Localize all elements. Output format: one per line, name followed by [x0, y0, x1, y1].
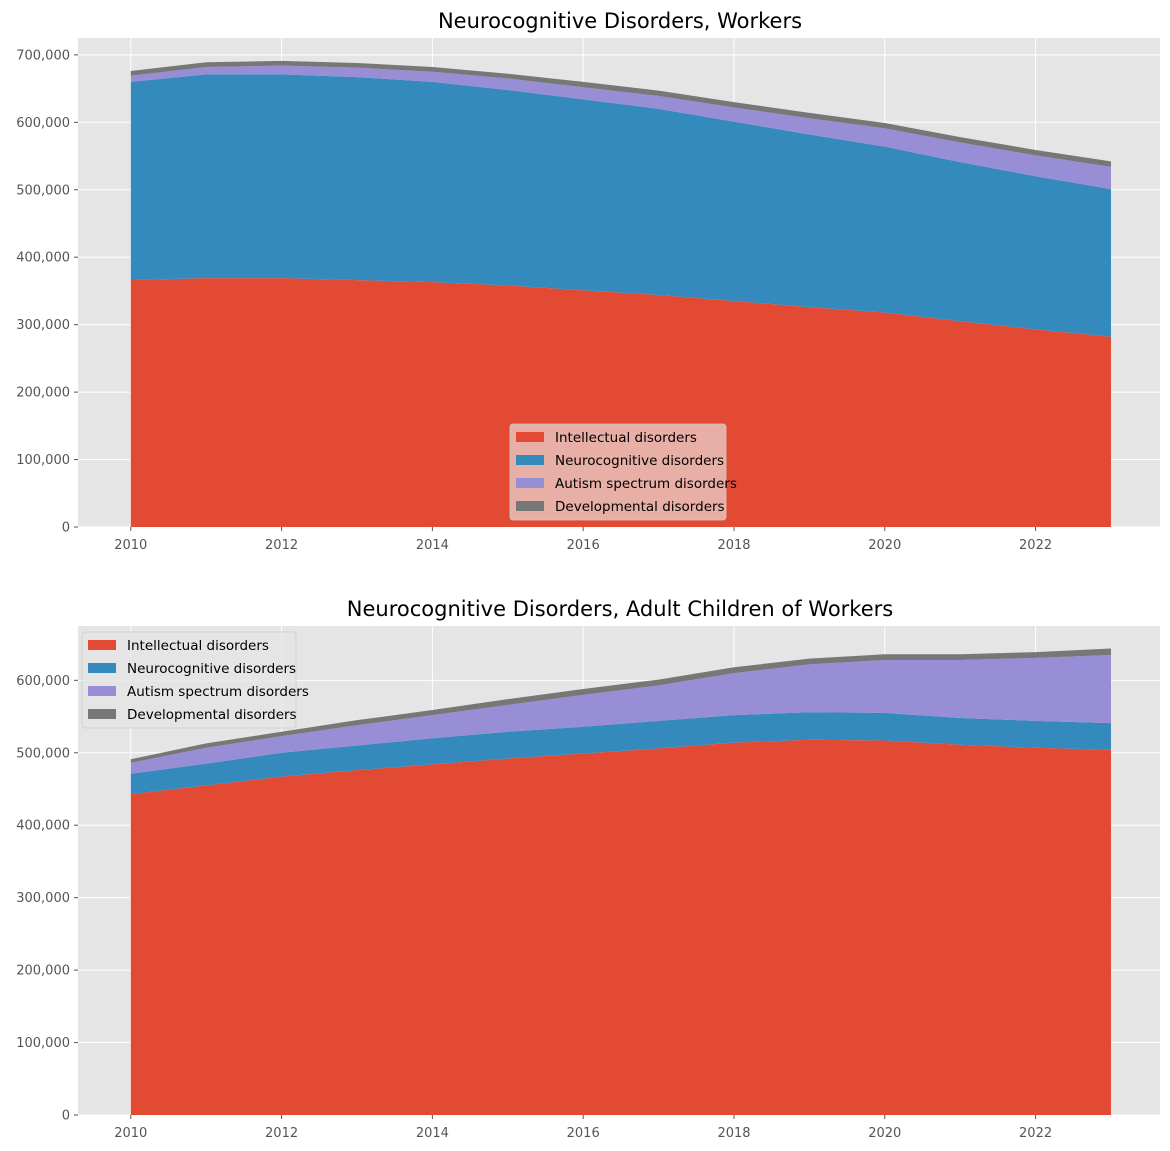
- chart-panel-1: 0 100,000 200,000 300,000 400,000 500,000 600,…: [16, 9, 1160, 553]
- x-tick-label: 2020: [868, 538, 901, 553]
- area-autism-spectrum-disorders: [130, 654, 1111, 774]
- y-tick-label: 400,000: [16, 251, 70, 266]
- y-tick-label: 100,000: [16, 1036, 70, 1051]
- legend-label-autism-spectrum-disorders: Autism spectrum disorders: [127, 684, 309, 700]
- y-tick-label: 300,000: [16, 318, 70, 333]
- y-tick-label: 0: [62, 521, 70, 536]
- legend-swatch-intellectual-disorders: [516, 432, 544, 442]
- y-tick-label: 200,000: [16, 386, 70, 401]
- y-tick-label: 700,000: [16, 48, 70, 63]
- legend-swatch-developmental-disorders: [88, 709, 116, 719]
- legend: Intellectual disorders Neurocognitive dis…: [509, 423, 737, 521]
- x-tick-label: 2022: [1019, 538, 1052, 553]
- x-tick-label: 2012: [265, 1126, 298, 1141]
- legend-box: [81, 631, 297, 729]
- legend-swatch-autism-spectrum-disorders: [516, 478, 544, 488]
- y-tick-label: 300,000: [16, 891, 70, 906]
- y-tick-label: 100,000: [16, 453, 70, 468]
- legend-swatch-intellectual-disorders: [88, 640, 116, 650]
- legend-box: [509, 423, 727, 521]
- area-intellectual-disorders: [130, 739, 1111, 1115]
- y-tick-label: 500,000: [16, 746, 70, 761]
- legend-swatch-neurocognitive-disorders: [88, 663, 116, 673]
- y-tick-label: 600,000: [16, 116, 70, 131]
- x-tick-label: 2016: [567, 1126, 600, 1141]
- x-tick-label: 2014: [416, 1126, 449, 1141]
- x-tick-label: 2014: [416, 538, 449, 553]
- chart-title: Neurocognitive Disorders, Workers: [438, 9, 802, 33]
- area-neurocognitive-disorders: [130, 74, 1111, 337]
- legend-label-neurocognitive-disorders: Neurocognitive disorders: [555, 453, 724, 469]
- x-tick-label: 2010: [114, 1126, 147, 1141]
- legend-label-autism-spectrum-disorders: Autism spectrum disorders: [555, 476, 737, 492]
- x-tick-label: 2018: [717, 1126, 750, 1141]
- legend-label-intellectual-disorders: Intellectual disorders: [555, 430, 697, 446]
- area-neurocognitive-disorders: [130, 712, 1111, 795]
- chart-panel-2: 0 100,000 200,000 300,000 400,000 500,000 600,…: [16, 597, 1160, 1141]
- x-tick-label: 2010: [114, 538, 147, 553]
- y-tick-label: 500,000: [16, 183, 70, 198]
- legend-label-neurocognitive-disorders: Neurocognitive disorders: [127, 661, 296, 677]
- legend-label-developmental-disorders: Developmental disorders: [555, 499, 725, 515]
- y-tick-label: 200,000: [16, 964, 70, 979]
- chart-title: Neurocognitive Disorders, Adult Children…: [347, 597, 893, 621]
- y-tick-label: 0: [62, 1109, 70, 1124]
- x-tick-label: 2022: [1019, 1126, 1052, 1141]
- x-tick-label: 2016: [567, 538, 600, 553]
- x-tick-label: 2012: [265, 538, 298, 553]
- legend: Intellectual disorders Neurocognitive dis…: [81, 631, 309, 729]
- x-tick-label: 2020: [868, 1126, 901, 1141]
- legend-label-developmental-disorders: Developmental disorders: [127, 707, 297, 723]
- legend-label-intellectual-disorders: Intellectual disorders: [127, 638, 269, 654]
- x-tick-label: 2018: [717, 538, 750, 553]
- legend-swatch-autism-spectrum-disorders: [88, 686, 116, 696]
- area-intellectual-disorders: [130, 278, 1111, 527]
- legend-swatch-developmental-disorders: [516, 501, 544, 511]
- y-tick-label: 600,000: [16, 674, 70, 689]
- y-tick-label: 400,000: [16, 819, 70, 834]
- legend-swatch-neurocognitive-disorders: [516, 455, 544, 465]
